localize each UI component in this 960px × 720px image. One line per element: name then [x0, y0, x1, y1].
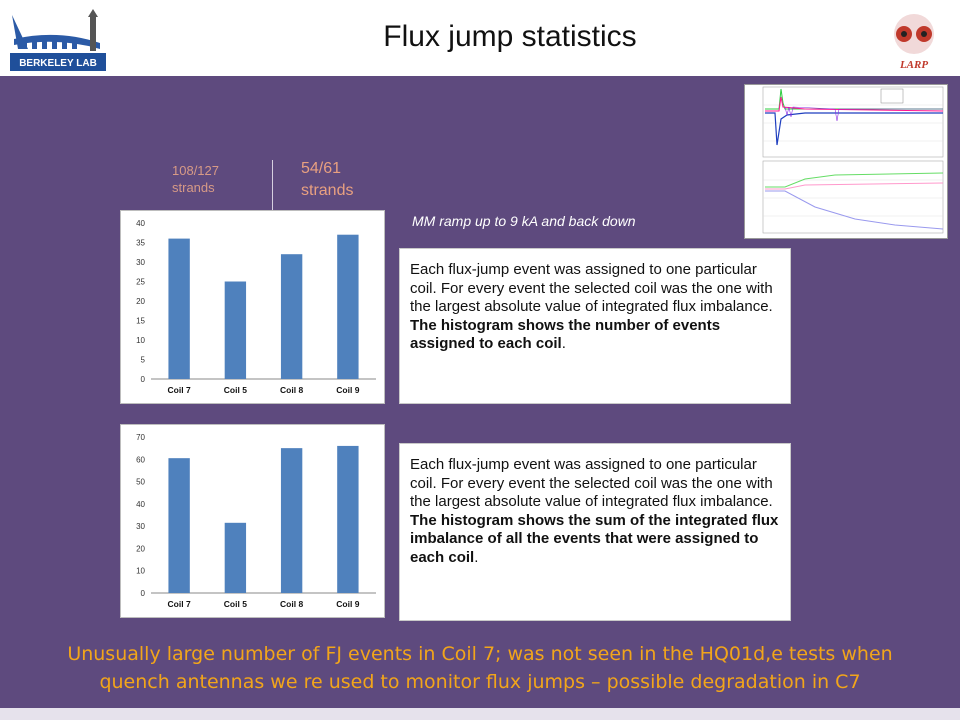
- berkeley-lab-logo: BERKELEY LAB: [8, 9, 108, 73]
- conclusion-line-1: Unusually large number of FJ events in C…: [67, 643, 893, 665]
- explanation-text: Each flux-jump event was assigned to one…: [410, 261, 773, 315]
- y-tick-label: 0: [141, 375, 146, 384]
- y-tick-label: 40: [136, 219, 145, 228]
- flux-sum-chart-svg: 0 10 20 30 40 50 60 70 Coil 7 Coil 5 Coil 8 Coil 9: [136, 433, 376, 609]
- x-tick-label: Coil 7: [168, 385, 191, 395]
- larp-logo: LARP: [890, 12, 938, 72]
- strand-count-right: 54/61 strands: [301, 158, 353, 202]
- x-tick-label: Coil 9: [336, 599, 359, 609]
- y-tick-label: 60: [136, 455, 145, 464]
- y-tick-label: 25: [136, 278, 145, 287]
- strand-count-left: 108/127 strands: [172, 162, 219, 196]
- svg-text:LARP: LARP: [899, 59, 928, 71]
- y-tick-label: 20: [136, 544, 145, 553]
- svg-text:BERKELEY LAB: BERKELEY LAB: [19, 58, 97, 69]
- x-tick-label: Coil 5: [224, 599, 247, 609]
- bar: [337, 234, 359, 379]
- histogram-event-count: 0 5 10 15 20 25 30 35 40 Coil 7 Coil 5 Coil 8 Coil 9: [120, 210, 385, 404]
- bar: [168, 238, 190, 379]
- strand-unit-right: strands: [301, 182, 354, 199]
- y-tick-label: 10: [136, 336, 145, 345]
- explanation-period: .: [474, 548, 479, 566]
- y-tick-label: 15: [136, 317, 145, 326]
- y-tick-label: 10: [136, 567, 145, 576]
- y-tick-label: 30: [136, 522, 145, 531]
- x-tick-label: Coil 8: [280, 599, 303, 609]
- scope-trace-image: [744, 84, 948, 239]
- bar: [168, 458, 190, 593]
- y-tick-label: 5: [141, 356, 146, 365]
- explanation-box-flux: Each flux-jump event was assigned to one…: [399, 443, 791, 621]
- histogram-flux-sum: 0 10 20 30 40 50 60 70 Coil 7 Coil 5 Coil 8 Coil 9: [120, 424, 385, 618]
- explanation-text: Each flux-jump event was assigned to one…: [410, 456, 773, 510]
- y-tick-label: 30: [136, 258, 145, 267]
- explanation-period: .: [561, 335, 566, 352]
- event-count-chart-svg: 0 5 10 15 20 25 30 35 40 Coil 7 Coil 5 Coil 8 Coil 9: [136, 219, 376, 395]
- conclusion-text: Unusually large number of FJ events in C…: [0, 640, 960, 696]
- ramp-label: MM ramp up to 9 kA and back down: [412, 213, 636, 229]
- explanation-bold-text: The histogram shows the sum of the integ…: [410, 511, 779, 566]
- bar: [224, 522, 247, 593]
- x-tick-label: Coil 9: [336, 385, 359, 395]
- page-title: Flux jump statistics: [383, 20, 637, 53]
- bar: [280, 254, 303, 379]
- footer-strip: [0, 708, 960, 720]
- y-tick-label: 35: [136, 239, 145, 248]
- bar: [224, 281, 247, 379]
- x-tick-label: Coil 8: [280, 385, 303, 395]
- strand-unit-left: strands: [172, 180, 215, 195]
- y-tick-label: 0: [141, 589, 146, 598]
- strand-fraction-left: 108/127: [172, 163, 219, 178]
- explanation-bold-text: The histogram shows the number of events…: [410, 316, 721, 353]
- header-bar: BERKELEY LAB Flux jump statistics LARP: [0, 0, 960, 76]
- y-tick-label: 40: [136, 500, 145, 509]
- y-tick-label: 70: [136, 433, 145, 442]
- strand-divider: [272, 160, 273, 212]
- y-tick-label: 50: [136, 478, 145, 487]
- bar: [280, 448, 303, 593]
- explanation-box-count: Each flux-jump event was assigned to one…: [399, 248, 791, 404]
- x-tick-label: Coil 5: [224, 385, 247, 395]
- strand-fraction-right: 54/61: [301, 160, 342, 177]
- conclusion-line-2: quench antennas we re used to monitor fl…: [99, 671, 861, 693]
- x-tick-label: Coil 7: [168, 599, 191, 609]
- bar: [337, 445, 359, 593]
- y-tick-label: 20: [136, 297, 145, 306]
